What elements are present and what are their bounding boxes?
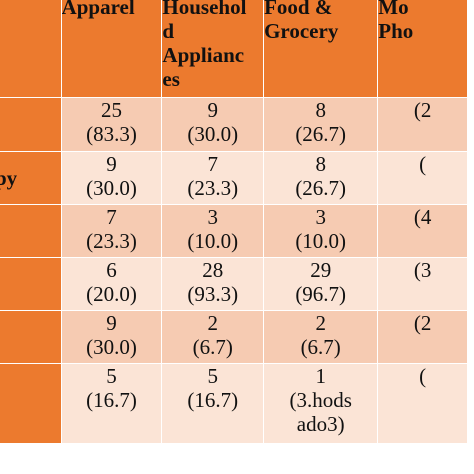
- column-header-household-appliances: Househol d Applianc es: [161, 0, 265, 98]
- cell-count: 9: [106, 311, 117, 336]
- table-cell: 25 (83.3): [60, 97, 163, 152]
- row-label: [0, 310, 62, 364]
- cell-count: 1: [315, 364, 326, 389]
- table-row: py9(30.0)7(23.3)8(26.7)(: [0, 151, 468, 205]
- cell-percent: (26.7): [295, 122, 347, 146]
- cell-percent: ado3): [296, 412, 345, 436]
- cell-count: 9: [207, 98, 218, 123]
- row-label: py: [0, 151, 62, 205]
- table-cell: (2: [377, 310, 468, 364]
- cell-count: 29: [310, 258, 332, 283]
- cell-count: 7: [207, 152, 218, 177]
- header-row: Apparel Househol d Applianc es Food & Grocer…: [0, 0, 468, 98]
- table-cell: 6 (20.0): [60, 257, 163, 311]
- cell-percent: (2: [413, 311, 432, 336]
- table-cell: 3 (10.0): [161, 204, 265, 258]
- table-cell: 9 (30.0): [161, 97, 265, 152]
- cell-percent: (16.7): [187, 388, 239, 412]
- cell-percent: (2: [413, 98, 432, 123]
- cell-percent: (4: [413, 205, 432, 230]
- table-cell: 2 (6.7): [263, 310, 379, 364]
- cell-percent: (23.3): [187, 176, 239, 200]
- cell-count: 9: [106, 152, 117, 177]
- cell-count: 6: [106, 258, 117, 283]
- cell-percent: (6.7): [300, 335, 341, 359]
- table-row: 6 (20.0) 28 (93.3) 29 (96.7) (3: [0, 257, 468, 311]
- table-cell: 8 (26.7): [263, 151, 379, 205]
- table-cell: 2 (6.7): [161, 310, 265, 364]
- cell-count: 5: [106, 364, 117, 389]
- table-cell: 7 (23.3): [161, 151, 265, 205]
- table-cell: (4: [377, 204, 468, 258]
- table-cell: (: [377, 151, 468, 205]
- cell-percent: (10.0): [187, 229, 239, 253]
- table-row: 9 (30.0) 2 (6.7) 2 (6.7) (2: [0, 310, 468, 364]
- cell-count: 3: [207, 205, 218, 230]
- cell-count: 2: [315, 311, 326, 336]
- table-cell: 28 (93.3): [161, 257, 265, 311]
- table-cell: (2: [377, 97, 468, 152]
- cell-count: 8: [315, 152, 326, 177]
- cell-percent: (96.7): [295, 282, 347, 306]
- table-cell: 9 (30.0): [60, 310, 163, 364]
- row-label: [0, 363, 62, 444]
- cell-percent: (23.3): [86, 229, 137, 253]
- cell-count: 25: [100, 98, 122, 123]
- table-cell: 5 (16.7): [60, 363, 163, 444]
- cell-percent: (10.0): [295, 229, 347, 253]
- row-label: [0, 97, 62, 152]
- cell-percent: (93.3): [187, 282, 239, 306]
- header-corner-cell: [0, 0, 62, 98]
- table-cell: 5 (16.7): [161, 363, 265, 444]
- table-cell: 1 (3.hods ado3): [263, 363, 379, 444]
- cell-percent: (: [419, 364, 427, 389]
- column-header-apparel: Apparel: [60, 0, 163, 98]
- table-row: 25 (83.3) 9 (30.0) 8 (26.7) (2: [0, 97, 468, 152]
- table-cell: 7 (23.3): [60, 204, 163, 258]
- table-body: 25(83.3)9(30.0)8(26.7)(2py9(30.0)7(23.3)…: [0, 97, 468, 444]
- cell-percent: (30.0): [86, 335, 137, 359]
- cell-count: 7: [106, 205, 117, 230]
- table-cell: (: [377, 363, 468, 444]
- row-label: [0, 204, 62, 258]
- cell-percent: (6.7): [192, 335, 233, 359]
- cell-count: 28: [202, 258, 224, 283]
- cell-percent: (30.0): [187, 122, 239, 146]
- table-row: 7 (23.3) 3 (10.0) 3 (10.0) (4: [0, 204, 468, 258]
- table-cell: 8 (26.7): [263, 97, 379, 152]
- data-table: Apparel Househol d Applianc es Food & Grocer…: [0, 0, 468, 444]
- cell-percent: (3.hods: [289, 388, 352, 412]
- cell-count: 8: [315, 98, 326, 123]
- cell-percent: (16.7): [86, 388, 137, 412]
- cell-percent: (20.0): [86, 282, 137, 306]
- table-cell: 9 (30.0): [60, 151, 163, 205]
- table-row: 5 (16.7) 5 (16.7) 1 (3.hods ado3)(: [0, 363, 468, 444]
- cell-count: 5: [207, 364, 218, 389]
- table-cell: 3 (10.0): [263, 204, 379, 258]
- row-label: [0, 257, 62, 311]
- cell-percent: (30.0): [86, 176, 137, 200]
- cell-percent: (83.3): [86, 122, 137, 146]
- cell-percent: (3: [413, 258, 432, 283]
- cell-percent: (: [419, 152, 427, 177]
- column-header-mobile-phones: Mo Pho: [377, 0, 468, 98]
- cell-percent: (26.7): [295, 176, 347, 200]
- table-cell: (3: [377, 257, 468, 311]
- cell-count: 3: [315, 205, 326, 230]
- cell-count: 2: [207, 311, 218, 336]
- column-header-food-grocery: Food & Grocery: [263, 0, 379, 98]
- table-cell: 29 (96.7): [263, 257, 379, 311]
